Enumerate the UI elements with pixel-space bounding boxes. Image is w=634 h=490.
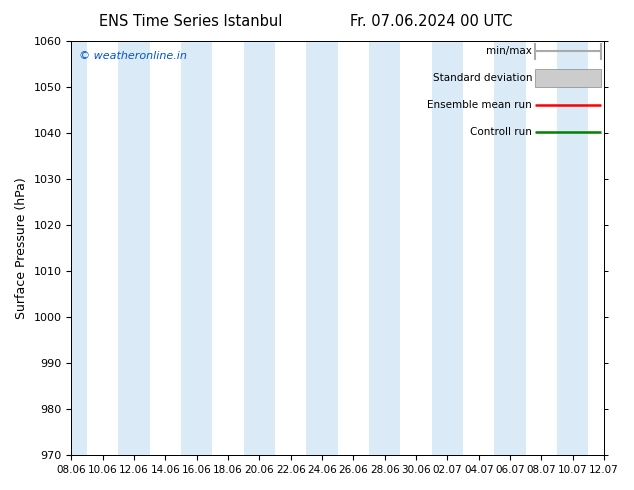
Text: Fr. 07.06.2024 00 UTC: Fr. 07.06.2024 00 UTC bbox=[350, 14, 512, 29]
Bar bbox=[432, 41, 463, 455]
Bar bbox=[369, 41, 401, 455]
Bar bbox=[495, 41, 526, 455]
Text: ENS Time Series Istanbul: ENS Time Series Istanbul bbox=[98, 14, 282, 29]
Text: © weatheronline.in: © weatheronline.in bbox=[79, 51, 187, 61]
Bar bbox=[119, 41, 150, 455]
Bar bbox=[535, 69, 602, 87]
Bar bbox=[243, 41, 275, 455]
Bar bbox=[557, 41, 588, 455]
Bar bbox=[72, 41, 87, 455]
Text: Controll run: Controll run bbox=[470, 127, 532, 137]
Text: Standard deviation: Standard deviation bbox=[433, 74, 532, 83]
Text: min/max: min/max bbox=[486, 47, 532, 56]
Y-axis label: Surface Pressure (hPa): Surface Pressure (hPa) bbox=[15, 177, 28, 319]
Bar bbox=[181, 41, 212, 455]
Bar bbox=[306, 41, 338, 455]
Text: Ensemble mean run: Ensemble mean run bbox=[427, 100, 532, 110]
